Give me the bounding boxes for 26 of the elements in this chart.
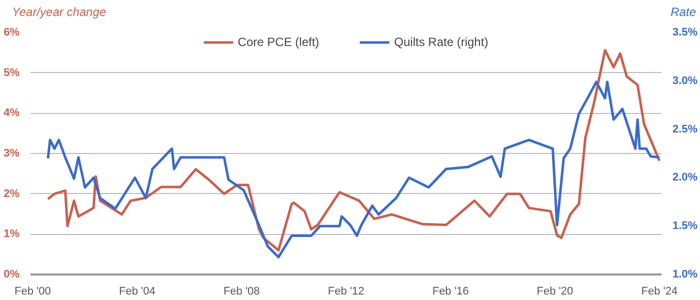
y-tick-label: 4% bbox=[4, 107, 20, 120]
y2-tick-label: 2.0% bbox=[672, 172, 698, 184]
y-axis-title: Year/year change bbox=[12, 4, 106, 21]
y2-tick-label: 3.0% bbox=[672, 74, 698, 87]
y2-axis-title: Rate bbox=[670, 4, 696, 21]
x-tick-label: Feb '20 bbox=[536, 286, 574, 298]
y-tick-label: 1% bbox=[4, 228, 20, 240]
x-tick-label: Feb '00 bbox=[14, 286, 51, 298]
y2-tick-label: 1.0% bbox=[672, 268, 698, 280]
x-tick-label: Feb '08 bbox=[223, 286, 260, 298]
line-series bbox=[46, 80, 661, 258]
y-tick-label: 6% bbox=[4, 26, 20, 38]
x-tick-label: Feb '04 bbox=[118, 286, 156, 298]
legend-label: Core PCE (left) bbox=[238, 35, 320, 49]
y2-tick-label: 1.5% bbox=[672, 220, 698, 232]
y2-tick-label: 3.5% bbox=[672, 26, 698, 38]
y-tick-label: 2% bbox=[4, 188, 20, 200]
x-tick-label: Feb '16 bbox=[432, 286, 469, 298]
y-tick-label: 5% bbox=[4, 66, 20, 79]
x-tick-label: Feb '24 bbox=[641, 286, 678, 298]
line-series bbox=[46, 48, 661, 252]
y-tick-label: 3% bbox=[4, 148, 20, 160]
x-tick-label: Feb '12 bbox=[328, 286, 364, 298]
legend-label: Quilts Rate (right) bbox=[394, 35, 488, 49]
y2-tick-label: 2.5% bbox=[672, 123, 698, 136]
y-tick-label: 0% bbox=[4, 268, 20, 280]
